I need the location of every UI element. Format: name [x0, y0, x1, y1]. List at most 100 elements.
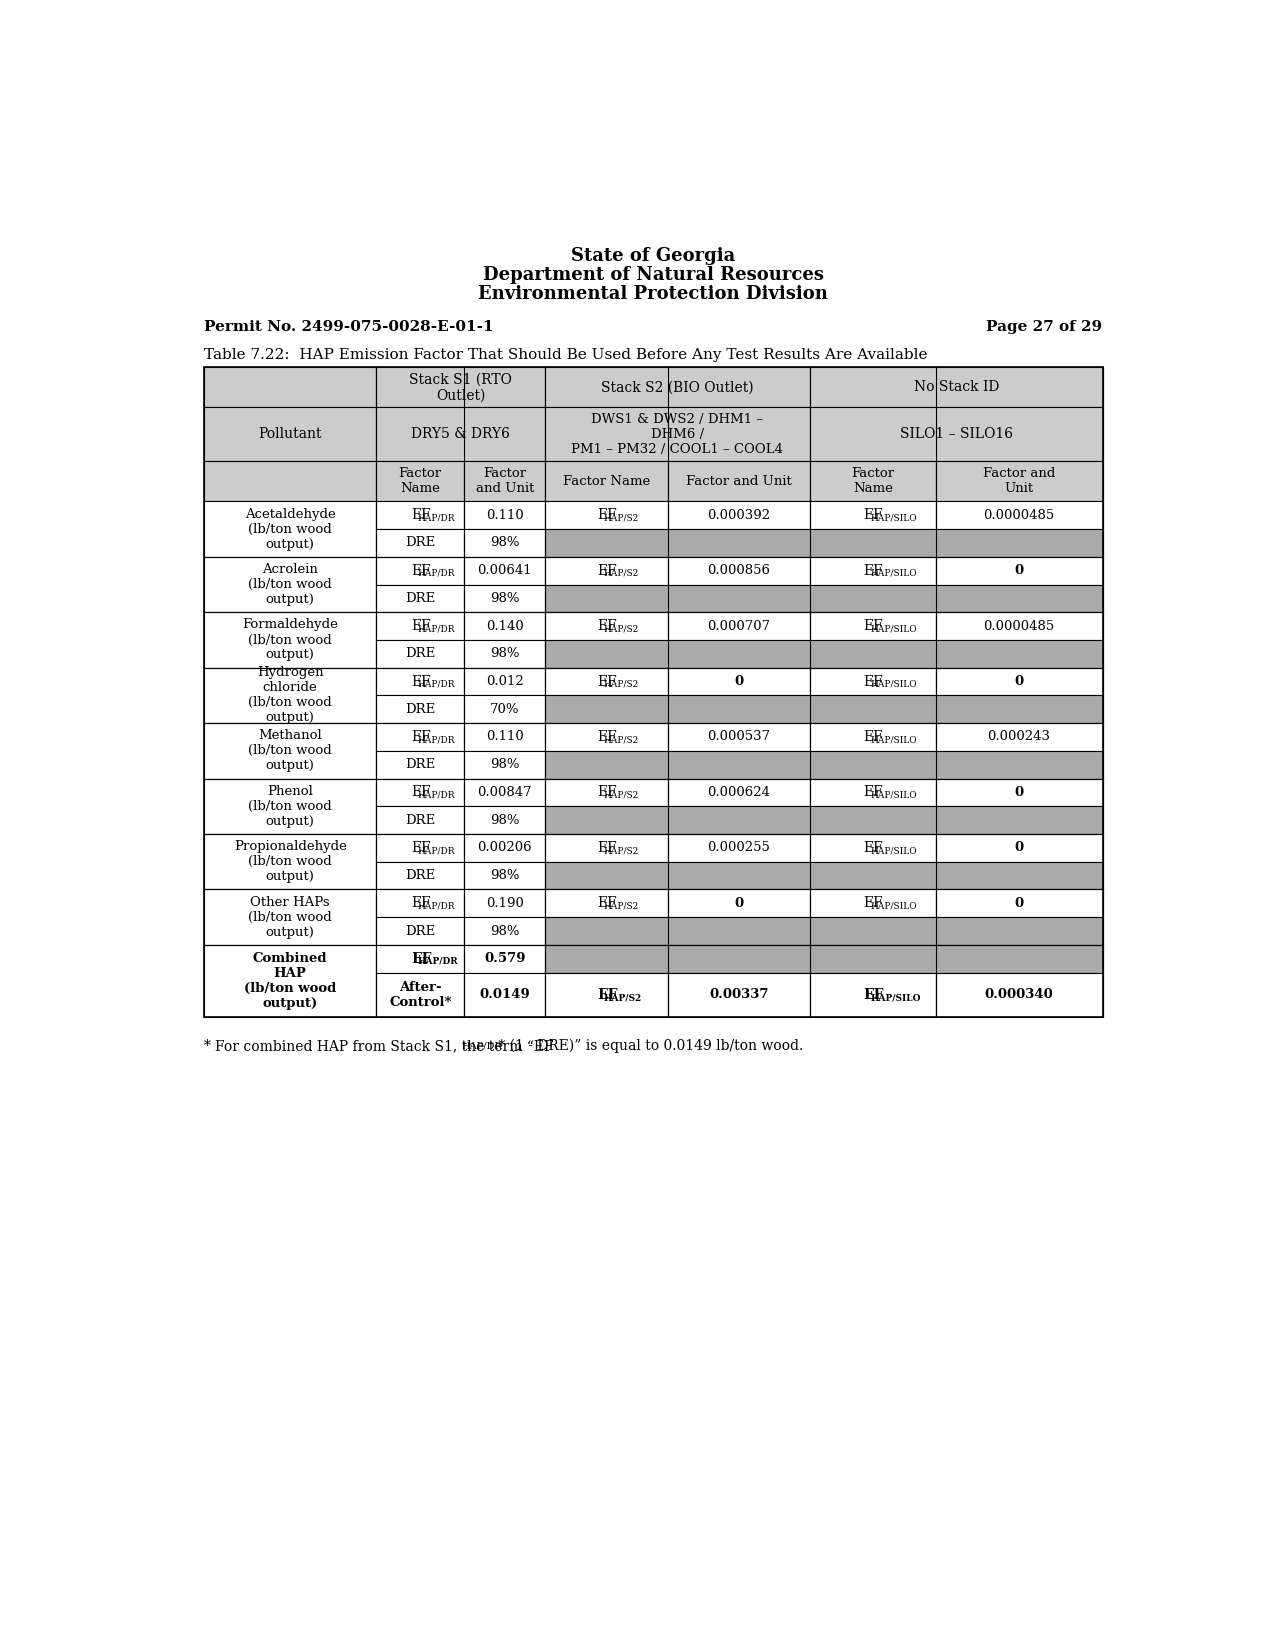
Text: 98%: 98% [490, 870, 519, 883]
Bar [936, 612, 1103, 640]
Text: 0.110: 0.110 [486, 731, 524, 744]
Text: DRE: DRE [405, 592, 436, 606]
Bar [204, 368, 376, 408]
Text: 98%: 98% [490, 647, 519, 660]
Bar [544, 668, 668, 695]
Text: 0.00337: 0.00337 [709, 988, 769, 1002]
Bar [810, 723, 936, 751]
Text: HAP/DR: HAP/DR [418, 569, 455, 578]
Text: DWS1 & DWS2 / DHM1 –
DHM6 /
PM1 – PM32 / COOL1 – COOL4: DWS1 & DWS2 / DHM1 – DHM6 / PM1 – PM32 /… [571, 412, 784, 455]
Text: EF: EF [597, 896, 617, 911]
Text: HAP/DR: HAP/DR [418, 957, 458, 965]
Bar [204, 462, 376, 502]
Bar [544, 530, 1103, 556]
Bar [204, 723, 376, 779]
Text: *: * [204, 1040, 212, 1053]
Text: HAP/S2: HAP/S2 [603, 736, 639, 744]
Text: HAP/DR: HAP/DR [418, 736, 455, 744]
Bar [810, 408, 1103, 462]
Bar [376, 945, 464, 972]
Text: EF: EF [863, 619, 884, 634]
Text: Environmental Protection Division: Environmental Protection Division [478, 285, 827, 304]
Text: DRY5 & DRY6: DRY5 & DRY6 [411, 427, 510, 442]
Bar [464, 751, 544, 779]
Bar [464, 668, 544, 695]
Bar [376, 612, 464, 640]
Text: HAP/S2: HAP/S2 [603, 569, 639, 578]
Bar [464, 972, 544, 1018]
Bar [464, 640, 544, 668]
Text: EF: EF [863, 988, 884, 1002]
Text: HAP/S2: HAP/S2 [603, 624, 639, 634]
Bar [464, 723, 544, 751]
Text: EF: EF [597, 508, 617, 523]
Bar [668, 723, 810, 751]
Text: 0.140: 0.140 [486, 620, 524, 632]
Bar [810, 612, 936, 640]
Bar [544, 807, 1103, 833]
Text: Acetaldehyde
(lb/ton wood
output): Acetaldehyde (lb/ton wood output) [245, 508, 335, 551]
Text: 98%: 98% [490, 813, 519, 827]
Text: EF: EF [411, 729, 431, 744]
Bar [464, 556, 544, 584]
Text: DRE: DRE [405, 703, 436, 716]
Bar [936, 779, 1103, 807]
Text: DRE: DRE [405, 870, 436, 883]
Bar [376, 368, 544, 408]
Bar [936, 556, 1103, 584]
Text: 0: 0 [1015, 675, 1024, 688]
Text: HAP/S2: HAP/S2 [603, 993, 641, 1002]
Text: 98%: 98% [490, 536, 519, 549]
Bar [936, 668, 1103, 695]
Text: EF: EF [863, 785, 884, 800]
Bar [936, 972, 1103, 1018]
Text: HAP/DR: HAP/DR [462, 1041, 502, 1051]
Text: Factor
Name: Factor Name [852, 467, 894, 495]
Bar [544, 368, 810, 408]
Text: HAP/SILO: HAP/SILO [870, 680, 917, 688]
Bar [544, 779, 668, 807]
Text: EF: EF [411, 619, 431, 634]
Text: 98%: 98% [490, 759, 519, 771]
Text: 0.000624: 0.000624 [708, 785, 770, 799]
Text: EF: EF [863, 842, 884, 855]
Text: 0.000856: 0.000856 [708, 564, 770, 578]
Text: Factor
Name: Factor Name [399, 467, 442, 495]
Bar [544, 917, 1103, 945]
Bar [668, 668, 810, 695]
Bar [464, 530, 544, 556]
Bar [204, 945, 376, 1018]
Text: EF: EF [597, 729, 617, 744]
Bar [544, 972, 668, 1018]
Text: 0.000707: 0.000707 [708, 620, 770, 632]
Bar [376, 833, 464, 861]
Text: HAP/DR: HAP/DR [418, 901, 455, 911]
Text: 0.00206: 0.00206 [477, 842, 532, 855]
Text: HAP/DR: HAP/DR [418, 513, 455, 523]
Bar [204, 556, 376, 612]
Text: HAP/SILO: HAP/SILO [870, 790, 917, 800]
Text: 0.00847: 0.00847 [477, 785, 532, 799]
Text: * (1 - DRE)” is equal to 0.0149 lb/ton wood.: * (1 - DRE)” is equal to 0.0149 lb/ton w… [495, 1040, 803, 1053]
Bar [464, 889, 544, 917]
Text: HAP/SILO: HAP/SILO [870, 624, 917, 634]
Bar [668, 779, 810, 807]
Text: No Stack ID: No Stack ID [914, 381, 1000, 394]
Text: HAP/S2: HAP/S2 [603, 680, 639, 688]
Text: Formaldehyde
(lb/ton wood
output): Formaldehyde (lb/ton wood output) [242, 619, 338, 662]
Bar [810, 972, 936, 1018]
Bar [376, 530, 464, 556]
Text: HAP/SILO: HAP/SILO [870, 569, 917, 578]
Text: Permit No. 2499-075-0028-E-01-1: Permit No. 2499-075-0028-E-01-1 [204, 320, 493, 335]
Bar [544, 751, 1103, 779]
Bar [810, 833, 936, 861]
Text: 0: 0 [1015, 564, 1024, 578]
Text: Phenol
(lb/ton wood
output): Phenol (lb/ton wood output) [249, 785, 332, 828]
Bar [464, 584, 544, 612]
Bar [544, 695, 1103, 723]
Text: Hydrogen
chloride
(lb/ton wood
output): Hydrogen chloride (lb/ton wood output) [249, 667, 332, 724]
Text: EF: EF [597, 785, 617, 800]
Bar [376, 779, 464, 807]
Text: After-
Control*: After- Control* [389, 982, 451, 1008]
Text: Stack S1 (RTO
Outlet): Stack S1 (RTO Outlet) [409, 373, 513, 403]
